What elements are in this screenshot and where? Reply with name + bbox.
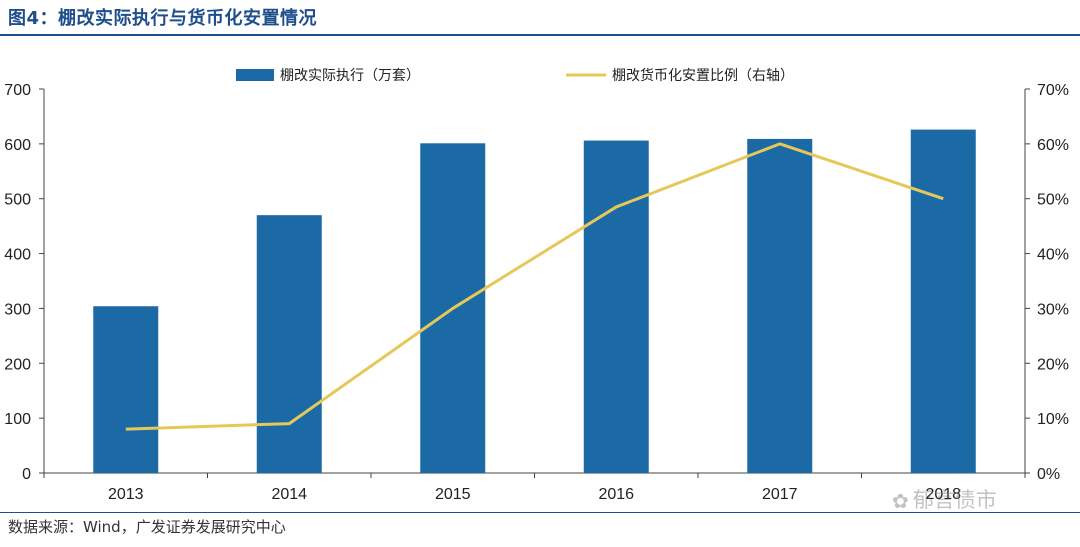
right-tick-label: 40% — [1037, 247, 1069, 264]
x-tick-label: 2013 — [108, 486, 144, 503]
title-rule — [0, 34, 1080, 36]
right-tick-label: 0% — [1037, 466, 1060, 483]
bar-2017 — [747, 138, 813, 474]
left-y-axis: 0 100 200 300 400 500 600 700 — [4, 82, 45, 483]
bar-2013 — [93, 306, 159, 473]
legend-bar-label: 棚改实际执行（万套） — [280, 68, 420, 84]
x-tick-label: 2017 — [762, 486, 798, 503]
bar-2016 — [583, 140, 649, 473]
chart-legend: 棚改实际执行（万套） 棚改货币化安置比例（右轴） — [236, 67, 794, 84]
bar-series — [93, 129, 976, 474]
x-tick-label: 2015 — [435, 486, 471, 503]
line-series — [125, 142, 944, 431]
combo-chart: 棚改实际执行（万套） 棚改货币化安置比例（右轴） 0 100 200 300 400 500… — [4, 67, 1069, 503]
x-tick-label: 2016 — [598, 486, 634, 503]
right-tick-label: 30% — [1037, 301, 1069, 318]
source-note: 数据来源：Wind，广发证券发展研究中心 — [8, 518, 286, 536]
legend-line-label: 棚改货币化安置比例（右轴） — [612, 67, 794, 84]
left-tick-label: 400 — [4, 247, 31, 264]
right-tick-label: 70% — [1037, 82, 1069, 99]
figure-title: 图4：棚改实际执行与货币化安置情况 — [8, 8, 318, 29]
legend-bar-swatch — [236, 69, 274, 81]
footer-rule — [0, 512, 1080, 513]
left-tick-label: 500 — [4, 192, 31, 209]
right-tick-label: 50% — [1037, 192, 1069, 209]
left-tick-label: 100 — [4, 411, 31, 428]
right-y-axis: 0% 10% 20% 30% 40% 50% 60% 70% — [1024, 82, 1069, 483]
left-tick-label: 0 — [22, 466, 31, 483]
right-tick-label: 60% — [1037, 137, 1069, 154]
ratio-line — [125, 142, 944, 431]
x-tick-label: 2018 — [925, 486, 961, 503]
bar-2014 — [256, 215, 322, 473]
x-axis: 2013 2014 2015 2016 2017 2018 — [43, 472, 1026, 503]
right-tick-label: 10% — [1037, 411, 1069, 428]
right-tick-label: 20% — [1037, 356, 1069, 373]
bar-2018 — [910, 129, 976, 473]
left-tick-label: 700 — [4, 82, 31, 99]
left-tick-label: 600 — [4, 137, 31, 154]
left-tick-label: 300 — [4, 301, 31, 318]
left-tick-label: 200 — [4, 356, 31, 373]
x-tick-label: 2014 — [271, 486, 307, 503]
